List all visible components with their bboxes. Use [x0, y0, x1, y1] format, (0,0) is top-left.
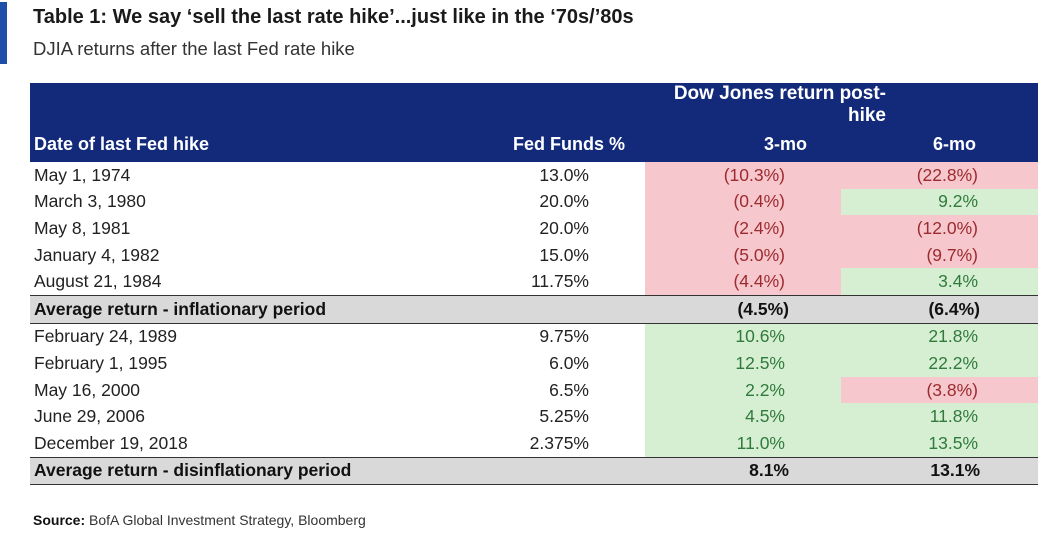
table-row: February 1, 1995 6.0% 12.5% 22.2%: [30, 350, 1039, 377]
row-date: February 24, 1989: [34, 326, 178, 347]
column-header-fed-funds: Fed Funds %: [460, 129, 645, 162]
row-fed-funds: 11.75%: [530, 271, 589, 292]
column-header-3mo: 3-mo: [645, 129, 841, 162]
row-3mo-return: (4.4%): [645, 268, 841, 296]
row-6mo-return: (3.8%): [841, 376, 1039, 404]
group-header-dow-jones: Dow Jones return post-hike: [645, 83, 1039, 129]
row-fed-funds: 20.0%: [539, 217, 589, 238]
average-label: Average return - inflationary period: [30, 294, 460, 324]
row-date: December 19, 2018: [34, 432, 188, 453]
title-accent-bar: [0, 2, 7, 64]
row-3mo-return: (2.4%): [645, 215, 841, 242]
row-fed-funds: 2.375%: [529, 432, 589, 453]
row-6mo-return: 13.5%: [841, 429, 1039, 458]
row-6mo-return: 9.2%: [841, 188, 1039, 216]
average-6mo-return: (6.4%): [841, 294, 1039, 324]
average-row-inflationary: Average return - inflationary period (4.…: [30, 294, 1039, 324]
row-fed-funds: 15.0%: [539, 244, 589, 265]
row-3mo-return: (10.3%): [645, 160, 841, 189]
row-fed-funds: 6.0%: [549, 352, 589, 373]
row-3mo-return: 10.6%: [645, 323, 841, 351]
header-spacer: [30, 83, 460, 129]
table-row: February 24, 1989 9.75% 10.6% 21.8%: [30, 323, 1039, 351]
row-3mo-return: 11.0%: [645, 429, 841, 458]
row-6mo-return: (12.0%): [841, 215, 1039, 242]
row-date: May 1, 1974: [34, 164, 131, 185]
table-row: May 16, 2000 6.5% 2.2% (3.8%): [30, 376, 1039, 404]
row-fed-funds: 20.0%: [539, 191, 589, 212]
row-3mo-return: (0.4%): [645, 188, 841, 216]
row-3mo-return: 4.5%: [645, 403, 841, 430]
row-6mo-return: 11.8%: [841, 403, 1039, 430]
table-row: March 3, 1980 20.0% (0.4%) 9.2%: [30, 188, 1039, 216]
row-6mo-return: 3.4%: [841, 268, 1039, 296]
page-subtitle: DJIA returns after the last Fed rate hik…: [33, 38, 355, 59]
average-fed-funds-empty: [460, 294, 645, 324]
source-note: Source: BofA Global Investment Strategy,…: [33, 512, 366, 528]
row-fed-funds: 9.75%: [539, 326, 589, 347]
row-6mo-return: (22.8%): [841, 160, 1039, 189]
average-3mo-return: 8.1%: [645, 456, 841, 486]
row-date: May 8, 1981: [34, 217, 131, 238]
table-group-header-row: Dow Jones return post-hike: [30, 83, 1039, 129]
page-title: Table 1: We say ‘sell the last rate hike…: [33, 6, 634, 28]
table-row: May 8, 1981 20.0% (2.4%) (12.0%): [30, 215, 1039, 242]
average-3mo-return: (4.5%): [645, 294, 841, 324]
row-6mo-return: (9.7%): [841, 241, 1039, 269]
source-label: Source:: [33, 512, 86, 528]
row-6mo-return: 21.8%: [841, 323, 1039, 351]
table-row: May 1, 1974 13.0% (10.3%) (22.8%): [30, 160, 1039, 189]
djia-returns-table: Dow Jones return post-hike Date of last …: [30, 83, 1039, 486]
row-fed-funds: 5.25%: [539, 406, 589, 427]
row-date: August 21, 1984: [34, 271, 162, 292]
row-date: March 3, 1980: [34, 191, 146, 212]
average-label: Average return - disinflationary period: [30, 456, 460, 486]
table-row: August 21, 1984 11.75% (4.4%) 3.4%: [30, 268, 1039, 296]
average-6mo-return: 13.1%: [841, 456, 1039, 486]
row-fed-funds: 13.0%: [539, 164, 589, 185]
source-text: BofA Global Investment Strategy, Bloombe…: [85, 512, 366, 528]
row-3mo-return: 2.2%: [645, 376, 841, 404]
table-row: June 29, 2006 5.25% 4.5% 11.8%: [30, 403, 1039, 430]
table-row: January 4, 1982 15.0% (5.0%) (9.7%): [30, 241, 1039, 269]
row-date: February 1, 1995: [34, 352, 168, 373]
row-6mo-return: 22.2%: [841, 350, 1039, 377]
row-date: January 4, 1982: [34, 244, 160, 265]
average-row-disinflationary: Average return - disinflationary period …: [30, 456, 1039, 486]
row-3mo-return: 12.5%: [645, 350, 841, 377]
average-fed-funds-empty: [460, 456, 645, 486]
table-column-header-row: Date of last Fed hike Fed Funds % 3-mo 6…: [30, 129, 1039, 162]
row-3mo-return: (5.0%): [645, 241, 841, 269]
header-spacer: [460, 83, 645, 129]
row-fed-funds: 6.5%: [549, 379, 589, 400]
column-header-6mo: 6-mo: [841, 129, 1039, 162]
column-header-date: Date of last Fed hike: [30, 129, 460, 162]
row-date: May 16, 2000: [34, 379, 141, 400]
row-date: June 29, 2006: [34, 406, 145, 427]
table-row: December 19, 2018 2.375% 11.0% 13.5%: [30, 429, 1039, 458]
